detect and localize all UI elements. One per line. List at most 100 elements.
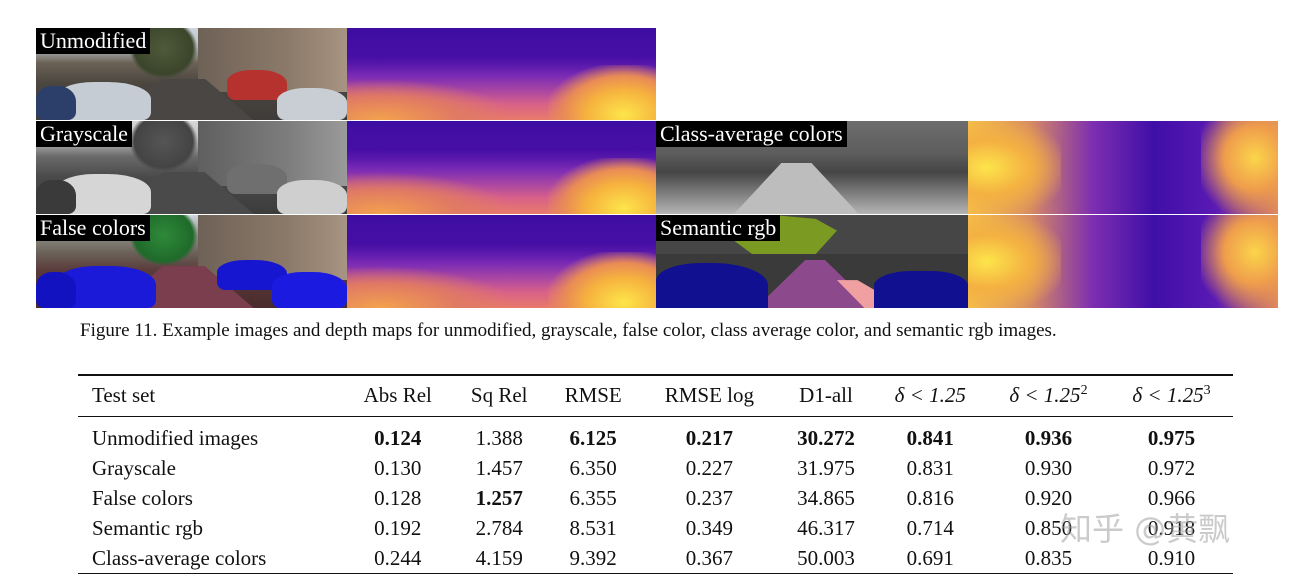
panel-label-false-colors: False colors bbox=[36, 215, 150, 241]
grayscale-image: Grayscale bbox=[36, 121, 347, 214]
grayscale-depth-map bbox=[347, 121, 656, 214]
false-colors-image: False colors bbox=[36, 215, 347, 308]
watermark: 知乎 @黄飘 bbox=[1060, 510, 1231, 548]
table-cell: 1.388 bbox=[475, 426, 523, 450]
column-header: RMSE log bbox=[640, 375, 778, 417]
table-cell: 0.192 bbox=[374, 516, 422, 540]
table-cell: 1.457 bbox=[475, 456, 523, 480]
semantic-rgb-depth-map bbox=[968, 215, 1278, 308]
car bbox=[227, 70, 287, 100]
row-label: Semantic rgb bbox=[92, 516, 204, 540]
column-header-label: RMSE bbox=[564, 383, 622, 407]
row-label: Grayscale bbox=[92, 456, 176, 480]
car bbox=[36, 86, 76, 120]
column-header-label: Abs Rel bbox=[363, 383, 432, 407]
table-cell: 0.850 bbox=[1024, 516, 1073, 540]
table-cell: 0.349 bbox=[685, 516, 733, 540]
car-class bbox=[874, 270, 968, 308]
column-header: δ < 1.253 bbox=[1110, 375, 1233, 417]
car-class bbox=[656, 263, 769, 308]
figure-caption: Figure 11. Example images and depth maps… bbox=[80, 320, 1057, 341]
table-cell: 4.159 bbox=[475, 546, 523, 570]
depth-near-right bbox=[1200, 121, 1278, 214]
table-cell: 0.835 bbox=[1024, 546, 1073, 570]
table-cell: 46.317 bbox=[797, 516, 855, 540]
panel-label-class-average: Class-average colors bbox=[656, 121, 847, 147]
car bbox=[36, 272, 76, 308]
table-row: Grayscale 0.130 1.457 6.350 0.227 31.975 0.831… bbox=[78, 453, 1233, 483]
table-cell: 0.691 bbox=[906, 546, 954, 570]
table-cell: 0.831 bbox=[906, 456, 954, 480]
car bbox=[272, 272, 347, 308]
table-cell: 2.784 bbox=[475, 516, 523, 540]
column-header: Abs Rel bbox=[343, 375, 452, 417]
panel-label-semantic-rgb: Semantic rgb bbox=[656, 215, 781, 241]
table-cell: 0.237 bbox=[685, 486, 733, 510]
depth-near-right bbox=[1200, 215, 1278, 308]
row-label: Class-average colors bbox=[92, 546, 267, 570]
table-cell: 0.910 bbox=[1147, 546, 1196, 570]
table-cell: 0.244 bbox=[374, 546, 422, 570]
table-cell: 0.918 bbox=[1147, 516, 1196, 540]
column-header-label: Sq Rel bbox=[470, 383, 528, 407]
table-cell: 31.975 bbox=[797, 456, 855, 480]
depth-near-left bbox=[968, 121, 1061, 214]
depth-near-left bbox=[347, 266, 517, 308]
table-cell: 50.003 bbox=[797, 546, 855, 570]
table-cell: 0.367 bbox=[685, 546, 733, 570]
column-header-label: RMSE log bbox=[664, 383, 755, 407]
table-cell: 30.272 bbox=[797, 426, 855, 450]
car bbox=[277, 88, 347, 120]
road bbox=[734, 162, 859, 214]
table-cell: 34.865 bbox=[797, 486, 855, 510]
table-cell: 8.531 bbox=[569, 516, 617, 540]
depth-near-left bbox=[347, 172, 517, 214]
column-header: Sq Rel bbox=[452, 375, 546, 417]
panel-label-grayscale: Grayscale bbox=[36, 121, 132, 147]
depth-near-right bbox=[547, 64, 656, 120]
unmodified-image: Unmodified bbox=[36, 28, 347, 120]
column-header-label: δ < 1.25 bbox=[894, 383, 966, 407]
row-label: False colors bbox=[92, 486, 193, 510]
depth-near-left bbox=[347, 78, 517, 120]
column-header-exponent: 2 bbox=[1080, 383, 1088, 398]
table-row: Semantic rgb 0.192 2.784 8.531 0.349 46.317 0.… bbox=[78, 513, 1233, 543]
table-body: Unmodified images 0.124 1.388 6.125 0.217 30.… bbox=[78, 417, 1233, 574]
table-cell: 1.257 bbox=[475, 486, 523, 510]
table-cell: 9.392 bbox=[569, 546, 617, 570]
column-header-label: Test set bbox=[92, 383, 156, 407]
table-cell: 6.125 bbox=[569, 426, 617, 450]
table-cell: 0.930 bbox=[1024, 456, 1073, 480]
tree bbox=[129, 121, 198, 173]
table-cell: 0.972 bbox=[1147, 456, 1196, 480]
false-colors-depth-map bbox=[347, 215, 656, 308]
column-header: δ < 1.25 bbox=[874, 375, 987, 417]
table-row: Class-average colors 0.244 4.159 9.392 0.367… bbox=[78, 543, 1233, 574]
column-header: D1-all bbox=[778, 375, 873, 417]
column-header-label: δ < 1.25 bbox=[1132, 383, 1204, 407]
table-cell: 0.936 bbox=[1024, 426, 1073, 450]
unmodified-depth-map bbox=[347, 28, 656, 120]
class-average-depth-map bbox=[968, 121, 1278, 214]
table-cell: 6.355 bbox=[569, 486, 617, 510]
column-header-label: δ < 1.25 bbox=[1009, 383, 1081, 407]
depth-near-right bbox=[547, 158, 656, 214]
table-cell: 0.130 bbox=[374, 456, 422, 480]
table-cell: 0.975 bbox=[1147, 426, 1196, 450]
table-row: Unmodified images 0.124 1.388 6.125 0.217 30.… bbox=[78, 417, 1233, 454]
table-cell: 0.920 bbox=[1024, 486, 1073, 510]
results-table: Test set Abs Rel Sq Rel RMSE RMSE log D1-all δ… bbox=[78, 374, 1233, 574]
column-header: δ < 1.252 bbox=[987, 375, 1110, 417]
table-cell: 6.350 bbox=[569, 456, 617, 480]
car bbox=[36, 180, 76, 214]
row-label: Unmodified images bbox=[92, 426, 259, 450]
table-cell: 0.714 bbox=[906, 516, 954, 540]
table-cell: 0.227 bbox=[685, 456, 733, 480]
column-header: RMSE bbox=[546, 375, 640, 417]
semantic-rgb-image: Semantic rgb bbox=[656, 215, 968, 308]
table-cell: 0.966 bbox=[1147, 486, 1196, 510]
table-cell: 0.816 bbox=[906, 486, 954, 510]
depth-near-right bbox=[547, 252, 656, 308]
column-header-exponent: 3 bbox=[1203, 383, 1211, 398]
class-average-image: Class-average colors bbox=[656, 121, 968, 214]
